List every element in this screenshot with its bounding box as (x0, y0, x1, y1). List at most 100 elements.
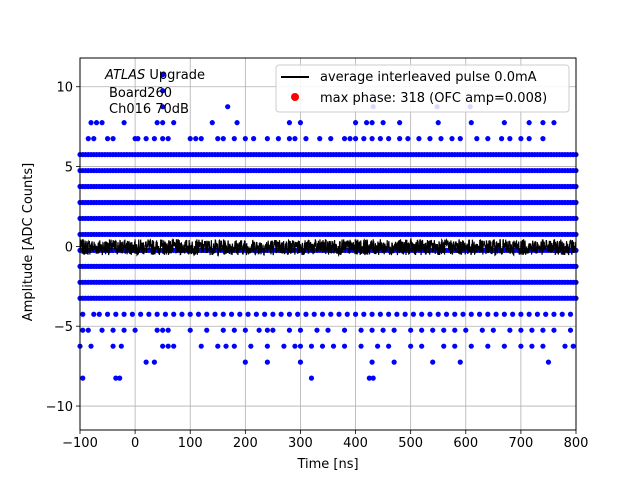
scatter-point (151, 136, 157, 142)
scatter-point (391, 327, 397, 333)
scatter-point (543, 311, 549, 317)
x-tick-label: 0 (131, 436, 139, 451)
scatter-point (490, 327, 496, 333)
scatter-point (160, 104, 166, 110)
atlas-annotation-line1: ATLAS Upgrade (104, 68, 205, 83)
scatter-point (187, 136, 193, 142)
scatter-point (113, 311, 119, 317)
scatter-point (460, 311, 466, 317)
scatter-point (165, 327, 171, 333)
scatter-point (110, 327, 116, 333)
scatter-point (476, 311, 483, 317)
scatter-point (160, 88, 166, 94)
x-tick-label: 300 (288, 436, 313, 451)
scatter-point (256, 327, 262, 333)
scatter-point (375, 343, 381, 349)
scatter-point (264, 136, 270, 142)
scatter-point (151, 359, 157, 365)
scatter-point (328, 136, 334, 142)
scatter-point (88, 343, 94, 349)
scatter-point (195, 311, 202, 317)
scatter-point (394, 311, 400, 317)
scatter-point (369, 327, 375, 333)
scatter-point (419, 311, 425, 317)
scatter-point (410, 311, 417, 317)
scatter-point (336, 311, 342, 317)
scatter-point (110, 343, 116, 349)
scatter-point (154, 327, 160, 333)
legend-label-max-phase: max phase: 318 (OFC amp=0.008) (320, 91, 547, 106)
scatter-point (507, 136, 513, 142)
scatter-point (526, 311, 532, 317)
scatter-point (391, 359, 397, 365)
scatter-point (270, 327, 276, 333)
scatter-point (529, 343, 535, 349)
scatter-point (154, 120, 160, 126)
scatter-point (341, 327, 348, 333)
scatter-point (325, 327, 331, 333)
scatter-point (510, 311, 516, 317)
scatter-point (386, 136, 392, 142)
scatter-point (308, 343, 315, 349)
scatter-point (319, 343, 326, 349)
scatter-point (518, 327, 524, 333)
scatter-point (96, 311, 102, 317)
scatter-point (397, 136, 403, 142)
scatter-point (314, 327, 320, 333)
x-tick-label: 400 (343, 436, 368, 451)
scatter-point (212, 311, 218, 317)
scatter-point (330, 343, 337, 349)
scatter-point (534, 311, 541, 317)
scatter-point (526, 136, 532, 142)
scatter-point (361, 136, 367, 142)
scatter-point (121, 120, 127, 126)
scatter-point (85, 327, 91, 333)
scatter-point (408, 343, 414, 349)
scatter-point (485, 136, 491, 142)
scatter-point (540, 120, 546, 126)
scatter-point (369, 120, 375, 126)
scatter-point (479, 327, 485, 333)
scatter-point (317, 136, 323, 142)
scatter-point (501, 120, 507, 126)
scatter-point (297, 343, 304, 349)
scatter-point (220, 136, 226, 142)
average-pulse-line (79, 237, 577, 258)
scatter-point (452, 311, 458, 317)
scatter-point (361, 311, 367, 317)
scatter-point (352, 136, 359, 142)
scatter-point (377, 311, 383, 317)
scatter-point (397, 120, 403, 126)
scatter-point (237, 311, 243, 317)
scatter-point (485, 311, 491, 317)
scatter-point (104, 311, 111, 317)
x-tick-label: 100 (178, 436, 203, 451)
scatter-point (463, 327, 469, 333)
scatter-point (121, 327, 127, 333)
scatter-point (165, 136, 171, 142)
scatter-point (264, 343, 270, 349)
scatter-point (540, 327, 546, 333)
y-tick-label: −10 (46, 400, 73, 415)
scatter-point (248, 343, 254, 349)
scatter-point (369, 311, 375, 317)
scatter-point (493, 311, 499, 317)
y-axis-label: Amplitude [ADC Counts] (21, 163, 36, 321)
scatter-point (311, 311, 317, 317)
scatter-point (452, 343, 458, 349)
scatter-point (430, 327, 436, 333)
scatter-point (171, 120, 177, 126)
scatter-point (281, 343, 287, 349)
scatter-point (319, 311, 326, 317)
scatter-point (117, 375, 123, 381)
scatter-point (160, 343, 166, 349)
scatter-point (85, 136, 91, 142)
y-tick-label: 5 (65, 161, 73, 176)
legend: average interleaved pulse 0.0mA max phas… (275, 64, 570, 113)
scatter-point (118, 343, 124, 349)
scatter-point (485, 343, 491, 349)
scatter-point (468, 311, 474, 317)
x-tick-label: 600 (453, 436, 478, 451)
scatter-point (99, 120, 105, 126)
